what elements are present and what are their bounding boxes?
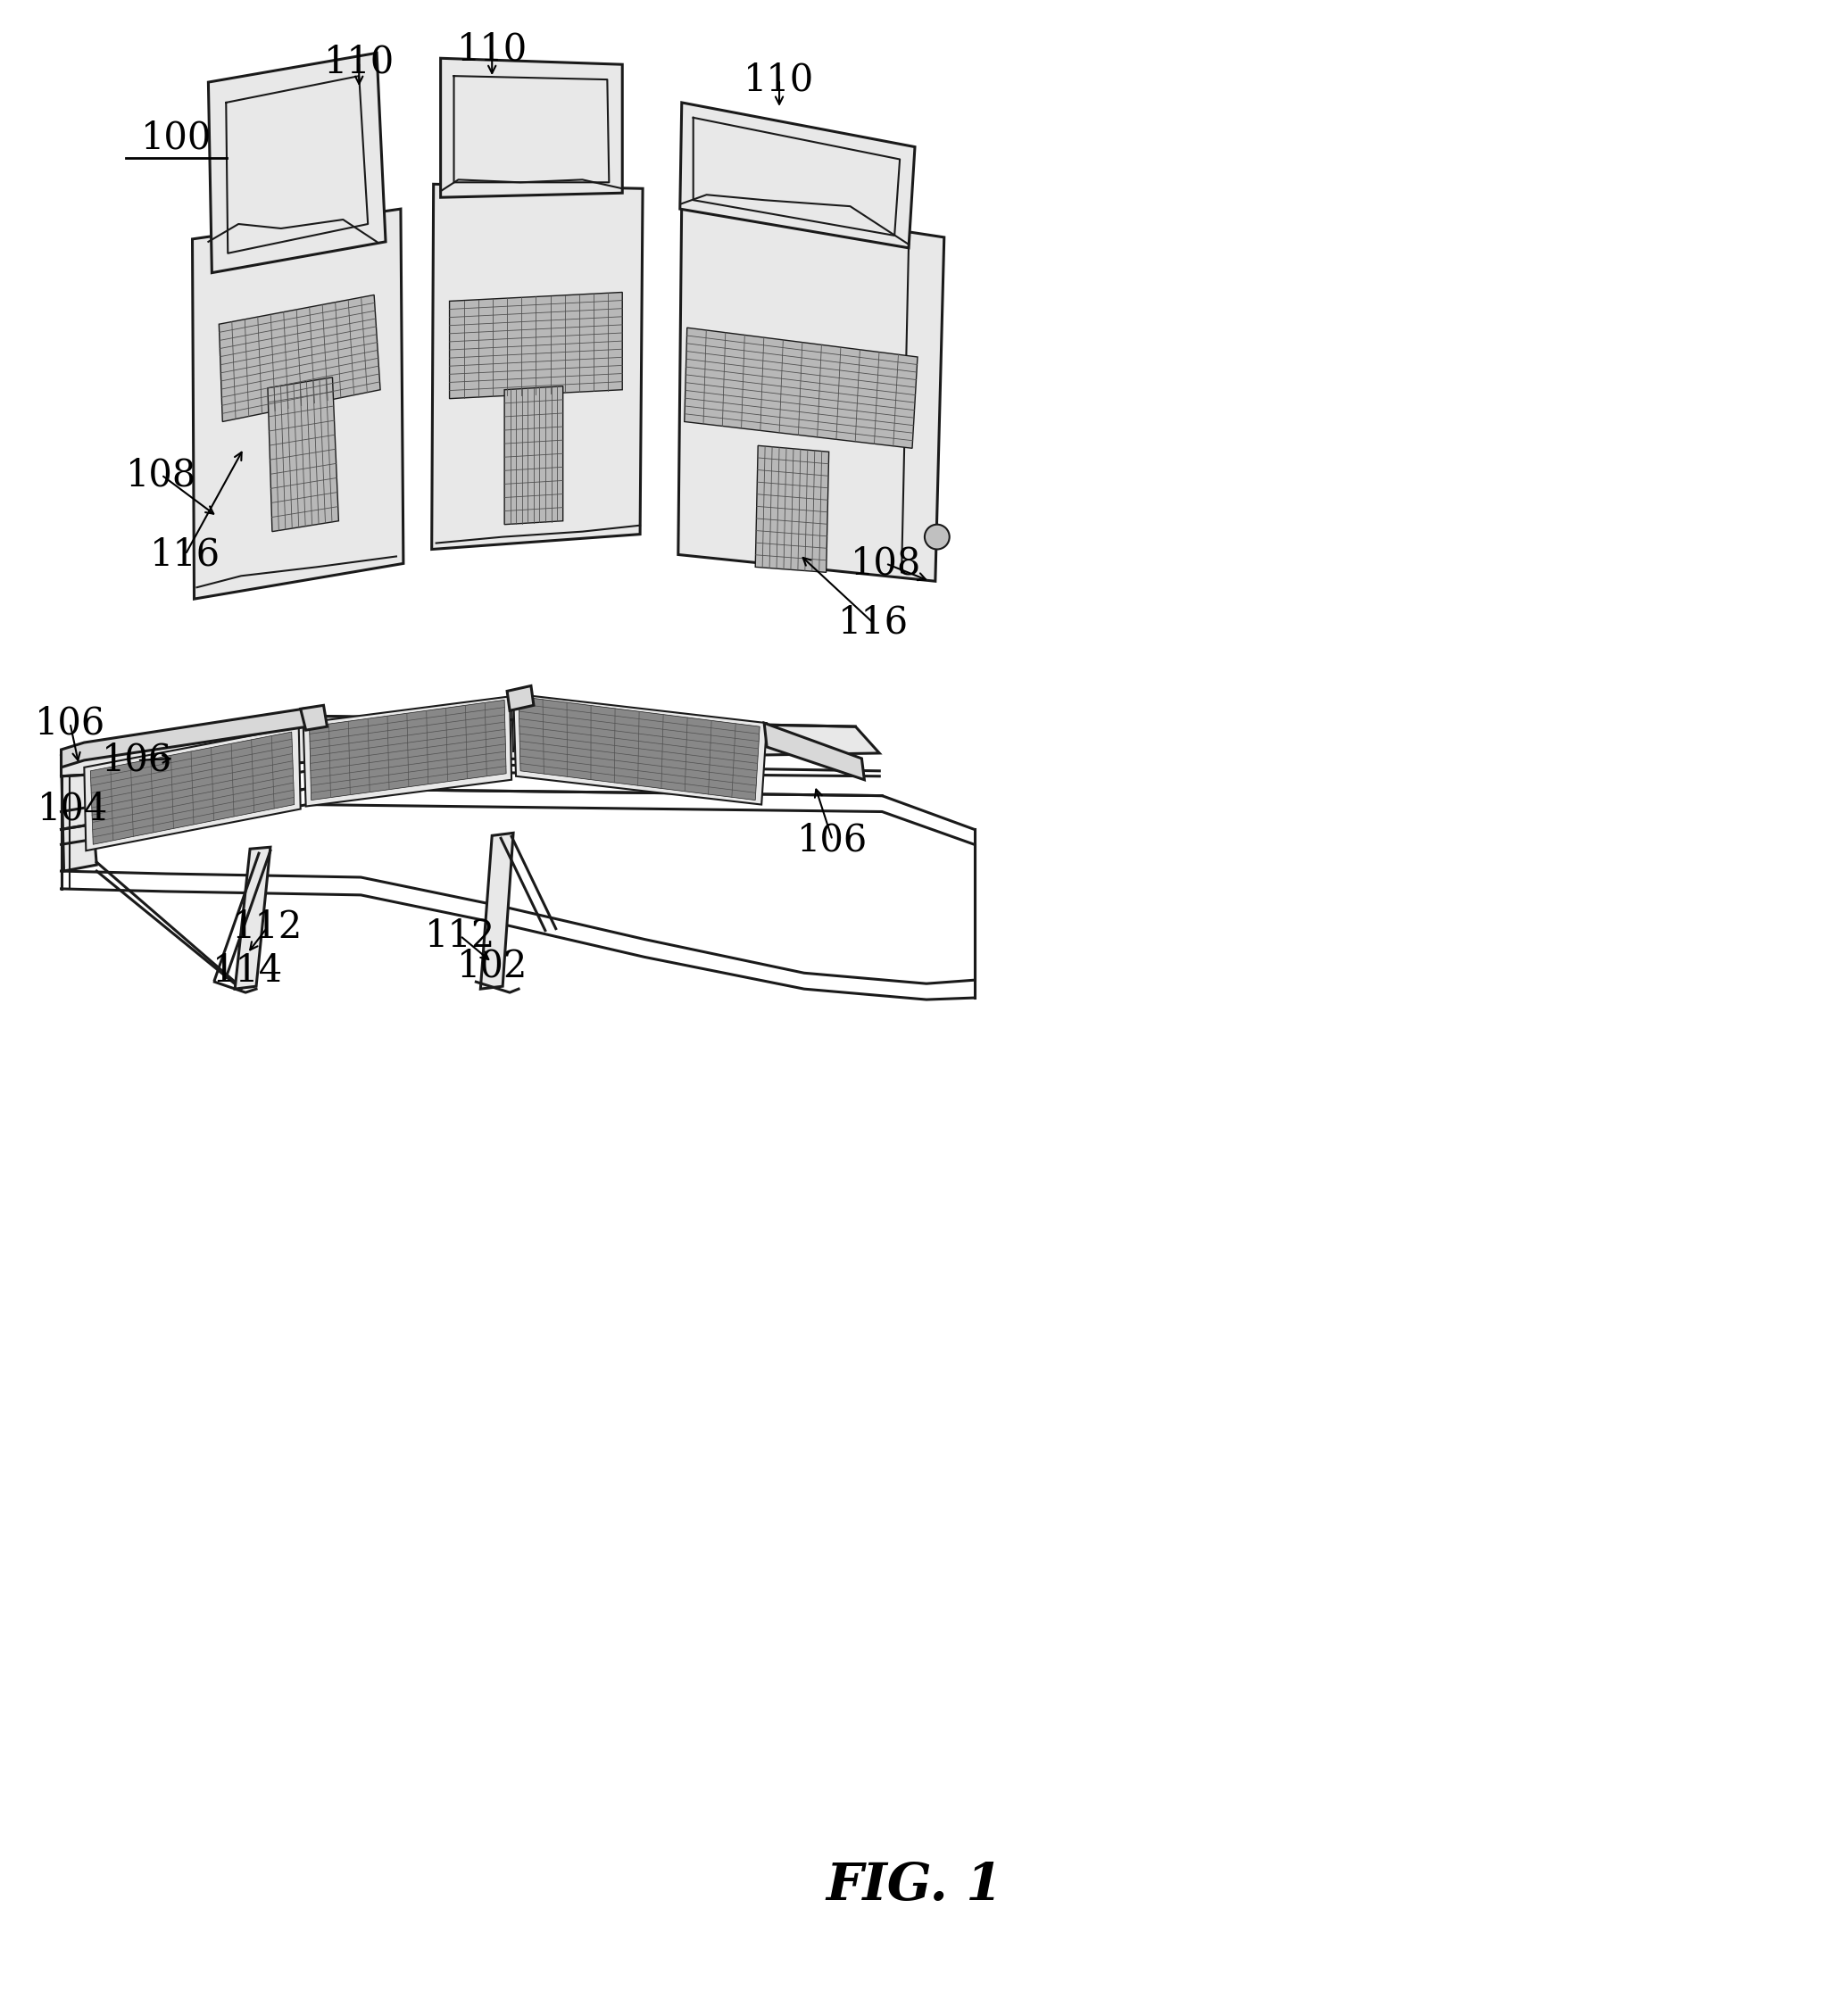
Polygon shape bbox=[514, 694, 766, 804]
Polygon shape bbox=[60, 752, 97, 871]
Polygon shape bbox=[684, 329, 918, 448]
Polygon shape bbox=[90, 732, 294, 845]
Polygon shape bbox=[441, 58, 622, 198]
Text: 114: 114 bbox=[212, 952, 283, 990]
Polygon shape bbox=[505, 387, 563, 524]
Text: 112: 112 bbox=[424, 917, 495, 954]
Polygon shape bbox=[219, 294, 380, 421]
Polygon shape bbox=[192, 210, 404, 599]
Polygon shape bbox=[236, 847, 271, 990]
Polygon shape bbox=[519, 696, 760, 800]
Polygon shape bbox=[431, 183, 643, 548]
Text: 106: 106 bbox=[102, 742, 174, 778]
Text: 116: 116 bbox=[837, 605, 909, 641]
Text: 106: 106 bbox=[35, 704, 106, 742]
Text: 110: 110 bbox=[744, 60, 815, 99]
Text: 102: 102 bbox=[457, 948, 528, 984]
Text: 108: 108 bbox=[850, 544, 921, 583]
Text: 108: 108 bbox=[126, 456, 197, 494]
Polygon shape bbox=[300, 706, 327, 730]
Polygon shape bbox=[303, 696, 512, 806]
Polygon shape bbox=[450, 292, 622, 399]
Text: 112: 112 bbox=[232, 907, 303, 946]
Text: 110: 110 bbox=[457, 30, 528, 69]
Text: 100: 100 bbox=[141, 119, 212, 157]
Polygon shape bbox=[309, 700, 506, 800]
Circle shape bbox=[925, 524, 949, 548]
Polygon shape bbox=[680, 103, 914, 248]
Polygon shape bbox=[755, 446, 828, 573]
Text: FIG. 1: FIG. 1 bbox=[826, 1861, 1002, 1911]
Text: 104: 104 bbox=[37, 790, 108, 829]
Polygon shape bbox=[678, 198, 943, 581]
Polygon shape bbox=[764, 724, 865, 780]
Polygon shape bbox=[267, 377, 338, 532]
Text: 106: 106 bbox=[797, 821, 868, 859]
Polygon shape bbox=[60, 716, 879, 776]
Polygon shape bbox=[506, 685, 534, 710]
Polygon shape bbox=[84, 726, 300, 851]
Polygon shape bbox=[60, 710, 307, 768]
Text: 110: 110 bbox=[324, 42, 395, 81]
Text: 116: 116 bbox=[150, 536, 221, 573]
Polygon shape bbox=[481, 833, 514, 990]
Polygon shape bbox=[208, 52, 386, 272]
